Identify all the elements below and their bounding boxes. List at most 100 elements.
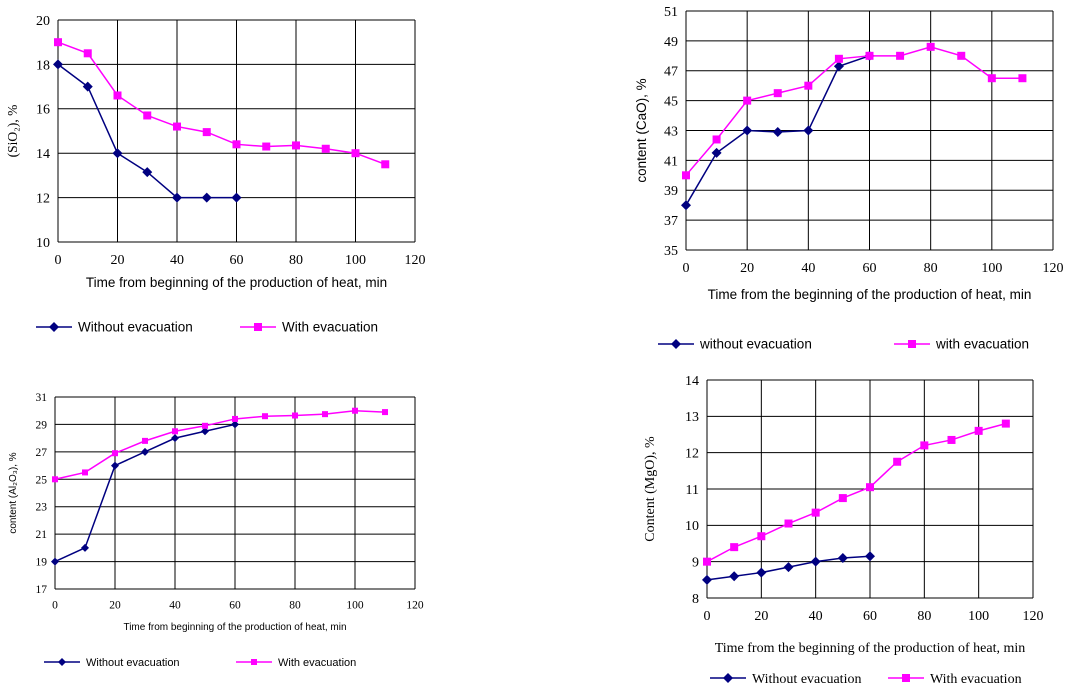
y-tick-label: 14 — [36, 147, 50, 162]
series-line-with — [58, 42, 385, 164]
data-point-square — [322, 411, 328, 417]
sio2-chart: 10 12 14 16 18 20 0 20 40 60 80 100 120 Time from beg… — [5, 14, 426, 335]
y-tick-label: 9 — [692, 556, 699, 571]
legend-entry-with: with evacuation — [894, 337, 1029, 352]
legend-label: Without evacuation — [78, 320, 193, 335]
y-tick-label: 12 — [36, 192, 50, 207]
y-tick-label: 10 — [36, 236, 50, 251]
y-tick-label: 21 — [36, 529, 48, 541]
x-tick-label: 60 — [230, 253, 244, 268]
x-axis-label: Time from the beginning of the productio… — [715, 641, 1026, 656]
y-tick-label: 13 — [685, 410, 699, 425]
legend-entry-with: With evacuation — [236, 657, 356, 669]
series-line-with — [707, 424, 1006, 562]
data-point-square — [382, 409, 388, 415]
x-tick-label: 20 — [740, 261, 754, 276]
data-point-square — [352, 408, 358, 414]
data-point-square — [866, 483, 874, 491]
y-tick-label: 11 — [686, 483, 699, 498]
data-point-square — [835, 55, 843, 63]
y-axis-label: content (CaO), % — [634, 78, 649, 182]
legend-label: With evacuation — [278, 657, 356, 669]
data-point-diamond — [232, 193, 242, 203]
x-tick-label: 0 — [683, 261, 690, 276]
x-tick-label: 60 — [229, 600, 241, 612]
x-tick-label: 80 — [917, 609, 931, 624]
series-line-with — [686, 47, 1022, 175]
data-point-square — [757, 532, 765, 540]
data-point-square — [292, 141, 300, 149]
x-axis-label: Time from beginning of the production of… — [123, 622, 346, 633]
data-point-square — [920, 441, 928, 449]
x-tick-label: 20 — [754, 609, 768, 624]
legend-entry-without: Without evacuation — [710, 672, 861, 686]
legend-label: With evacuation — [282, 320, 378, 335]
y-tick-label: 47 — [664, 65, 678, 80]
x-tick-label: 120 — [405, 253, 426, 268]
legend-label: Without evacuation — [752, 672, 861, 686]
y-tick-label: 14 — [685, 374, 699, 389]
data-point-square — [948, 436, 956, 444]
y-axis-label: content (Al₂O₃), % — [8, 452, 19, 533]
legend-marker-diamond — [723, 673, 733, 683]
x-tick-label: 40 — [801, 261, 815, 276]
data-point-square — [322, 145, 330, 153]
legend-label: without evacuation — [699, 337, 812, 352]
legend-entry-without: Without evacuation — [36, 320, 193, 335]
y-tick-label: 20 — [36, 14, 50, 29]
y-axis-label: (SiO₂), % — [5, 105, 20, 158]
data-point-diamond — [742, 126, 752, 136]
y-tick-label: 23 — [36, 502, 48, 514]
legend-marker-diamond — [58, 658, 66, 666]
legend-marker-diamond — [671, 339, 681, 349]
y-tick-label: 35 — [664, 244, 678, 259]
y-tick-label: 29 — [36, 419, 48, 431]
x-tick-label: 100 — [346, 600, 364, 612]
data-point-square — [84, 49, 92, 57]
data-point-diamond — [712, 148, 722, 158]
x-tick-label: 20 — [109, 600, 121, 612]
x-tick-label: 0 — [52, 600, 58, 612]
x-tick-label: 40 — [809, 609, 823, 624]
data-point-square — [957, 52, 965, 60]
y-tick-label: 37 — [664, 214, 678, 229]
legend-entry-with: With evacuation — [240, 320, 378, 335]
data-point-square — [52, 476, 58, 482]
x-tick-label: 80 — [289, 253, 303, 268]
y-tick-label: 45 — [664, 95, 678, 110]
x-tick-label: 120 — [1043, 261, 1064, 276]
series-line-without — [55, 424, 235, 561]
x-tick-label: 120 — [1023, 609, 1044, 624]
data-point-square — [202, 423, 208, 429]
y-tick-label: 12 — [685, 447, 699, 462]
data-point-diamond — [803, 126, 813, 136]
data-point-square — [804, 82, 812, 90]
data-point-square — [352, 149, 360, 157]
data-point-diamond — [681, 200, 691, 210]
data-point-square — [743, 97, 751, 105]
data-point-diamond — [202, 193, 212, 203]
x-tick-label: 40 — [169, 600, 181, 612]
legend-marker-square — [908, 340, 916, 348]
data-point-square — [730, 543, 738, 551]
data-point-square — [54, 38, 62, 46]
x-tick-label: 120 — [406, 600, 424, 612]
x-tick-label: 20 — [111, 253, 125, 268]
data-point-square — [173, 123, 181, 131]
x-tick-label: 0 — [704, 609, 711, 624]
y-tick-label: 18 — [36, 58, 50, 73]
legend-entry-with: With evacuation — [888, 672, 1022, 686]
data-point-square — [1002, 420, 1010, 428]
data-point-diamond — [141, 448, 149, 456]
x-tick-label: 60 — [863, 261, 877, 276]
data-point-diamond — [784, 562, 794, 572]
legend-marker-square — [251, 659, 257, 665]
y-tick-label: 25 — [36, 474, 48, 486]
data-point-diamond — [111, 462, 119, 470]
data-point-diamond — [773, 127, 783, 137]
data-point-diamond — [811, 557, 821, 567]
data-point-diamond — [171, 434, 179, 442]
x-tick-label: 100 — [968, 609, 989, 624]
x-tick-label: 0 — [55, 253, 62, 268]
